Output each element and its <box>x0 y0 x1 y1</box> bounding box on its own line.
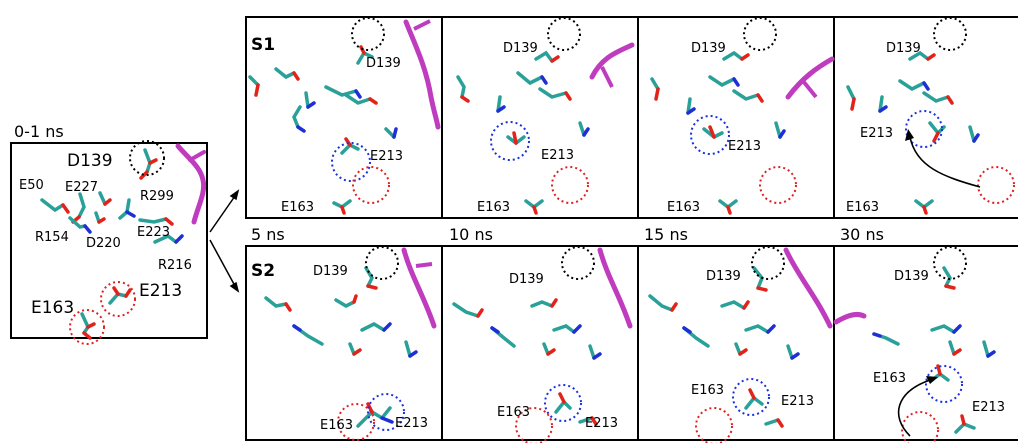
initial-label-e227: E227 <box>65 180 98 195</box>
s2-15ns-label-e213: E213 <box>781 394 814 409</box>
initial-red-circle-e213 <box>100 281 136 317</box>
initial-black-circle <box>129 140 165 176</box>
s1-30ns-label-e163: E163 <box>846 200 879 215</box>
row-label-s2: S2 <box>251 261 275 281</box>
s2-30ns-label-e213: E213 <box>972 400 1005 415</box>
time-label-15ns: 15 ns <box>644 225 688 244</box>
panel-s1-30ns <box>846 17 1015 215</box>
initial-membrane-lipid <box>175 143 207 225</box>
branch-arrows <box>209 189 240 293</box>
s1-5ns-label-d139: D139 <box>366 56 401 71</box>
s1-30ns-label-d139: D139 <box>886 41 921 56</box>
s1-15ns-label-e213: E213 <box>728 139 761 154</box>
time-label-10ns: 10 ns <box>449 225 493 244</box>
initial-label-e163: E163 <box>31 298 74 318</box>
s1-10ns-label-e213: E213 <box>541 148 574 163</box>
s2-10ns-label-e213: E213 <box>585 416 618 431</box>
s2-10ns-label-d139: D139 <box>509 272 544 287</box>
panel-s2-30ns <box>833 246 996 443</box>
panel-s2-15ns <box>648 246 833 443</box>
initial-label-d139: D139 <box>67 151 113 171</box>
panel-s2-5ns <box>264 246 437 441</box>
initial-label-r299: R299 <box>140 189 174 204</box>
row-label-s1: S1 <box>251 35 275 55</box>
initial-time-label: 0-1 ns <box>14 122 64 141</box>
time-label-5ns: 5 ns <box>251 225 285 244</box>
s2-15ns-label-d139: D139 <box>706 269 741 284</box>
s1-5ns-label-e163: E163 <box>281 200 314 215</box>
s1-15ns-label-e163: E163 <box>667 200 700 215</box>
initial-label-d220: D220 <box>86 236 121 251</box>
initial-label-e50: E50 <box>19 178 44 193</box>
initial-label-r216: R216 <box>158 258 192 273</box>
panel-s1-15ns <box>650 17 835 215</box>
initial-label-e223: E223 <box>137 225 170 240</box>
initial-label-r154: R154 <box>35 230 69 245</box>
s1-30ns-migration-arrow <box>909 136 981 188</box>
s1-5ns-label-e213: E213 <box>370 149 403 164</box>
time-label-30ns: 30 ns <box>840 225 884 244</box>
s2-30ns-migration-arrow <box>897 379 931 437</box>
s2-10ns-label-e163: E163 <box>497 405 530 420</box>
panel-s2-10ns <box>452 246 633 443</box>
s2-15ns-label-e163: E163 <box>691 383 724 398</box>
grid-frame <box>245 16 1018 441</box>
s1-10ns-label-e163: E163 <box>477 200 510 215</box>
s2-5ns-label-e213: E213 <box>395 416 428 431</box>
initial-panel: D139 E50 E227 R299 R154 D220 E223 R216 E… <box>10 140 208 345</box>
initial-residue-sticks <box>40 148 184 340</box>
s1-15ns-label-d139: D139 <box>691 41 726 56</box>
s2-30ns-label-d139: D139 <box>894 269 929 284</box>
s2-30ns-label-e163: E163 <box>873 371 906 386</box>
initial-panel-frame <box>10 142 208 339</box>
panel-s1-10ns <box>456 17 635 215</box>
s2-5ns-label-d139: D139 <box>313 264 348 279</box>
initial-red-circle-e163 <box>69 309 105 345</box>
initial-label-e213: E213 <box>139 281 182 301</box>
s1-10ns-label-d139: D139 <box>503 41 538 56</box>
s1-30ns-label-e213: E213 <box>860 126 893 141</box>
panel-s1-5ns <box>248 17 441 215</box>
s2-5ns-label-e163: E163 <box>320 418 353 433</box>
